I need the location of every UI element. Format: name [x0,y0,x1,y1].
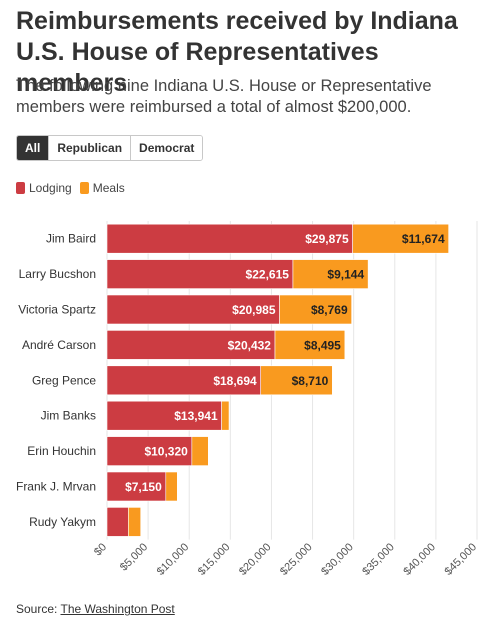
x-tick-label: $10,000 [155,541,192,578]
category-label: Rudy Yakym [29,515,96,529]
category-label: André Carson [22,338,96,352]
data-label-lodging: $29,875 [305,232,349,246]
data-label-meals: $8,769 [311,303,348,317]
x-tick-label: $0 [92,541,109,558]
filter-republican-button[interactable]: Republican [48,136,131,160]
filter-democrat-button[interactable]: Democrat [130,136,203,160]
x-tick-label: $5,000 [118,541,150,573]
bar-meals [274,330,346,360]
chart-subtitle: The following nine Indiana U.S. House or… [16,77,432,116]
chart-legend: Lodging Meals [16,181,133,195]
source-prefix: Source: [16,602,61,616]
x-tick-label: $20,000 [237,541,274,578]
legend-swatch-lodging [16,182,25,194]
data-label-meals: $9,144 [327,268,364,282]
bar-meals [352,223,449,254]
party-filter: All Republican Democrat [16,135,204,161]
bar-lodging [106,400,222,431]
source-note: Source: The Washington Post [16,602,175,616]
legend-item-meals: Meals [79,181,125,195]
legend-label-meals: Meals [92,181,125,195]
category-label: Erin Houchin [27,444,96,458]
x-tick-label: $30,000 [319,541,356,578]
bar-lodging [106,259,294,289]
bar-lodging [106,365,262,396]
data-label-lodging: $10,320 [144,445,188,459]
legend-item-lodging: Lodging [16,181,72,195]
bar-meals [279,294,352,325]
bar-lodging [106,223,353,254]
bar-chart: Jim Baird $29,875 $11,674 Larry Bucshon $22,… [16,221,480,578]
bar-lodging [106,507,129,537]
category-label: Victoria Spartz [18,303,96,317]
x-tick-label: $35,000 [360,541,397,578]
x-tick-label: $25,000 [278,541,315,578]
data-label-meals: $8,495 [304,338,341,352]
bar-lodging [106,294,280,325]
chart-title: Reimbursements received by Indiana U.S. … [16,7,458,97]
category-label: Frank J. Mrvan [16,480,96,494]
category-label: Jim Baird [46,232,96,246]
x-tick-label: $45,000 [443,541,480,578]
bar-meals [191,436,209,466]
source-link[interactable]: The Washington Post [60,602,175,616]
bar-meals [292,259,369,289]
category-label: Greg Pence [32,373,96,387]
category-label: Jim Banks [41,409,96,423]
data-label-lodging: $18,694 [213,374,257,388]
bar-lodging [106,330,276,360]
data-label-lodging: $20,432 [228,338,272,352]
data-label-lodging: $13,941 [174,409,218,423]
data-label-lodging: $22,615 [246,268,290,282]
bar-meals [221,400,230,431]
bar-meals [165,471,178,502]
x-tick-label: $40,000 [401,541,438,578]
category-label: Larry Bucshon [19,267,96,281]
bar-meals [128,507,142,537]
filter-all-button[interactable]: All [17,136,49,160]
x-tick-label: $15,000 [196,541,233,578]
bar-meals [260,365,333,396]
legend-swatch-meals [79,182,89,194]
data-label-lodging: $7,150 [125,480,162,494]
data-label-meals: $8,710 [292,374,329,388]
legend-label-lodging: Lodging [29,181,72,195]
data-label-lodging: $20,985 [232,303,276,317]
data-label-meals: $11,674 [402,232,445,246]
